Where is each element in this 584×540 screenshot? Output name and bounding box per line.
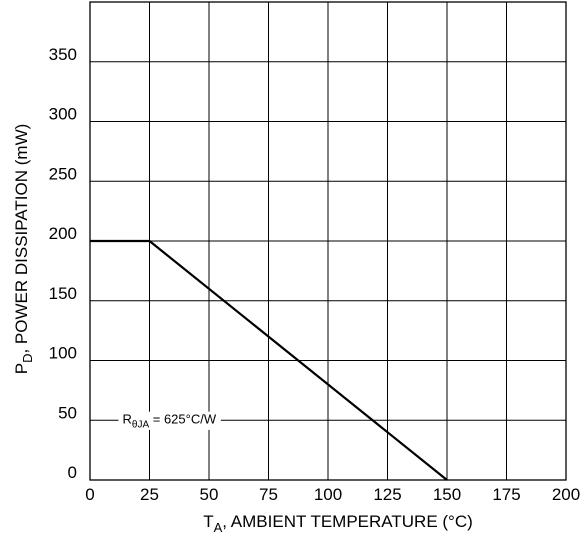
y-tick-label: 50 — [58, 403, 77, 422]
thermal-resistance-annotation: RθJA = 625°C/W — [123, 412, 217, 430]
y-tick-label: 0 — [68, 463, 77, 482]
x-axis-label-rest: , AMBIENT TEMPERATURE (°C) — [222, 512, 473, 531]
x-tick-label: 25 — [140, 485, 159, 504]
grid — [90, 2, 566, 480]
x-axis-label-main: T — [203, 512, 213, 531]
series-group — [90, 239, 448, 481]
x-tick-label: 200 — [552, 485, 580, 504]
series-line — [90, 239, 448, 481]
y-tick-label: 350 — [49, 45, 77, 64]
y-axis-label-subscript: D — [20, 354, 35, 363]
x-tick-label: 0 — [85, 485, 94, 504]
y-axis-label: PD, POWER DISSIPATION (mW) — [12, 124, 35, 375]
y-axis-label-rest: , POWER DISSIPATION (mW) — [12, 124, 31, 354]
x-tick-label: 75 — [259, 485, 278, 504]
x-tick-label: 50 — [200, 485, 219, 504]
plot-frame — [89, 1, 567, 481]
x-tick-label: 175 — [492, 485, 520, 504]
x-axis-label-subscript: A — [214, 520, 223, 535]
y-tick-label: 200 — [49, 224, 77, 243]
y-axis-label-main: P — [12, 363, 31, 374]
y-tick-labels: 0 50 100 150 200 250 300 350 — [49, 45, 77, 482]
x-tick-label: 100 — [314, 485, 342, 504]
annotation-value: = 625°C/W — [149, 412, 217, 427]
annotation-background — [118, 411, 221, 430]
y-tick-label: 250 — [49, 164, 77, 183]
y-tick-label: 300 — [49, 105, 77, 124]
annotation-r: R — [123, 412, 132, 427]
annotation-subscript: θJA — [132, 419, 150, 430]
x-axis-label: TA, AMBIENT TEMPERATURE (°C) — [203, 512, 473, 535]
y-tick-label: 150 — [49, 284, 77, 303]
annotation-group: RθJA = 625°C/W — [118, 411, 221, 430]
x-tick-label: 125 — [373, 485, 401, 504]
y-tick-label: 100 — [49, 344, 77, 363]
x-tick-labels: 0 25 50 75 100 125 150 175 200 — [85, 485, 580, 504]
x-tick-label: 150 — [433, 485, 461, 504]
